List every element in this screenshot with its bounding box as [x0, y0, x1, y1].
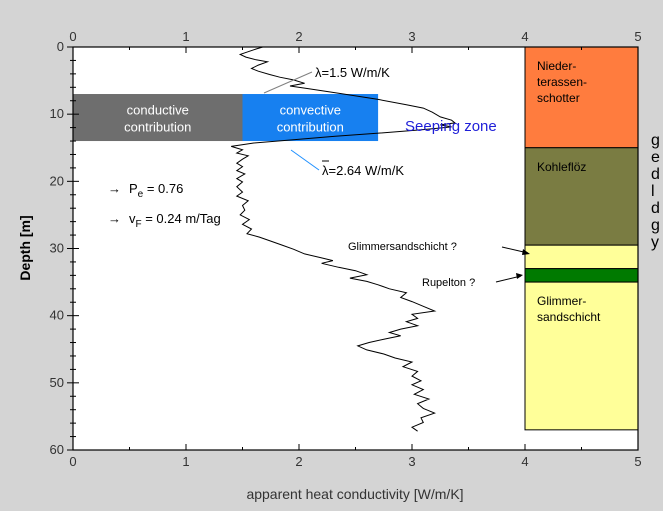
conductivity-profile-line — [231, 46, 457, 432]
y-tick-label: 30 — [50, 241, 64, 256]
lambda2-value: =2.64 W/m/K — [329, 163, 405, 178]
x-tick-label-top: 5 — [634, 29, 641, 44]
x-tick-label-bottom: 4 — [521, 454, 528, 469]
rupelton-question-label: Rupelton ? — [422, 277, 475, 289]
strata-layer-2 — [524, 244, 639, 270]
glimmersandschicht-arrow-head — [522, 249, 530, 255]
side-text-line: g — [651, 217, 660, 234]
x-tick-label-top: 4 — [521, 29, 528, 44]
lambda2-symbol: λ — [322, 163, 329, 178]
strata-layer-1 — [524, 147, 639, 246]
side-text-line: d — [651, 200, 660, 217]
side-text-line: e — [651, 149, 660, 166]
y-tick-label: 40 — [50, 308, 64, 323]
strata-label-1: Kohleflöz — [537, 160, 586, 174]
lambda2-leader-line — [290, 149, 320, 171]
contribution-region-1 — [242, 94, 379, 142]
lambda1-label: λ=1.5 W/m/K — [315, 65, 390, 80]
contribution-region-0 — [73, 94, 243, 142]
x-tick-label-bottom: 1 — [182, 454, 189, 469]
strata-layer-0 — [524, 46, 639, 149]
strata-label-0: Nieder-terassen-schotter — [537, 59, 587, 105]
strata-layer-4 — [524, 281, 639, 431]
x-tick-label-top: 1 — [182, 29, 189, 44]
strata-layer-3 — [524, 268, 639, 283]
side-text-line: d — [651, 166, 660, 183]
peclet-subscript: e — [138, 189, 144, 200]
rupelton-arrow-head — [516, 273, 523, 279]
vf-subscript: F — [136, 219, 142, 230]
vf-value: = 0.24 m/Tag — [142, 211, 221, 226]
y-tick-label: 20 — [50, 173, 64, 188]
x-tick-label-bottom: 5 — [634, 454, 641, 469]
peclet-symbol: P — [129, 181, 138, 196]
vf-symbol: v — [129, 211, 136, 226]
x-tick-label-top: 2 — [295, 29, 302, 44]
side-text-line: y — [651, 234, 659, 251]
x-tick-label-bottom: 0 — [69, 454, 76, 469]
flow-velocity: → vF = 0.24 m/Tag — [108, 211, 221, 230]
x-axis-title: apparent heat conductivity [W/m/K] — [246, 486, 463, 502]
x-tick-label-bottom: 2 — [295, 454, 302, 469]
y-tick-label: 60 — [50, 442, 64, 457]
y-tick-label: 0 — [57, 39, 64, 54]
lambda2-label: λ=2.64 W/m/K — [322, 163, 404, 178]
y-tick-label: 50 — [50, 375, 64, 390]
contribution-label-0: conductive contribution — [124, 103, 191, 135]
x-tick-label-top: 3 — [408, 29, 415, 44]
contribution-label-line: contribution — [124, 120, 191, 135]
strata-label-line: schotter — [537, 91, 580, 105]
contribution-label-line: conductive — [127, 103, 189, 118]
contribution-label-line: convective — [280, 103, 341, 118]
vf-arrow: → — [108, 211, 121, 226]
peclet-arrow: → — [108, 181, 121, 196]
y-axis-title: Depth [m] — [17, 215, 33, 280]
lambda1-leader-line — [263, 71, 313, 94]
seeping-zone-label: Seeping zone — [405, 118, 497, 135]
side-text-line: g — [651, 132, 660, 149]
strata-label-4: Glimmer-sandschicht — [537, 294, 601, 324]
clipped-side-text: g e d l d g y — [651, 132, 663, 251]
side-text-line: l — [651, 183, 655, 200]
strata-label-line: terassen- — [537, 75, 587, 89]
glimmersandschicht-question-label: Glimmersandschicht ? — [348, 241, 457, 253]
strata-label-line: Glimmer- — [537, 294, 586, 308]
peclet-number: → Pe = 0.76 — [108, 181, 183, 200]
strata-label-line: Nieder- — [537, 59, 576, 73]
y-tick-label: 10 — [50, 106, 64, 121]
strata-label-line: sandschicht — [537, 310, 601, 324]
contribution-label-1: convective contribution — [277, 103, 344, 135]
peclet-value: = 0.76 — [143, 181, 183, 196]
x-tick-label-top: 0 — [69, 29, 76, 44]
x-tick-label-bottom: 3 — [408, 454, 415, 469]
strata-label-line: Kohleflöz — [537, 160, 586, 174]
contribution-label-line: contribution — [277, 120, 344, 135]
